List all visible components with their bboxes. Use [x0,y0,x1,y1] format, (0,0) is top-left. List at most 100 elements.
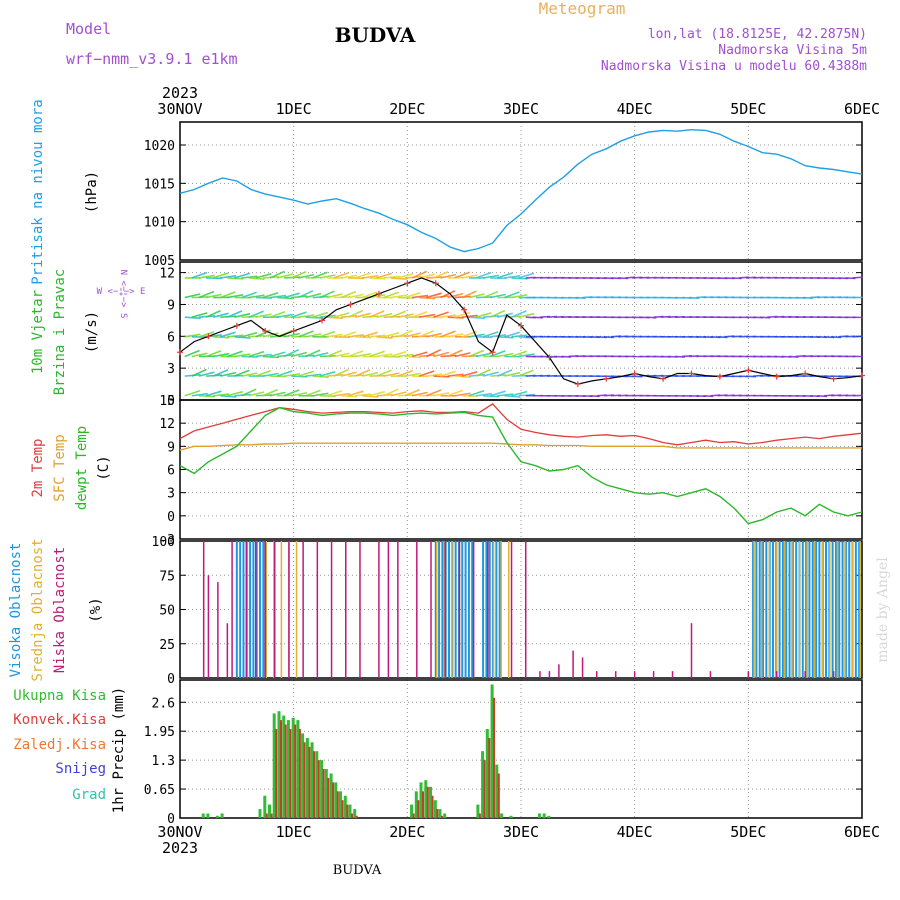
wind-barb [283,389,300,397]
wind-barb [489,350,506,358]
wind-barb [198,331,215,338]
wind-barb [411,294,429,299]
pressure-panel: 1005 1010 1015 1020 [144,121,863,269]
wind-gust-marker [830,375,837,382]
precip-conv-bar [431,795,434,818]
wind-barb [191,312,208,318]
temp-unit: (C) [96,455,112,480]
wind-barb [198,290,215,299]
wind-barb [305,333,322,338]
wind-barb [440,314,457,318]
wind-unit: (m/s) [84,311,100,353]
wind-barb [518,272,535,279]
watermark: made by Angel [875,557,891,663]
wind-gust-marker [319,317,326,324]
pressure-labels: Pritisak na nivou mora (hPa) [30,99,100,284]
wind-barb [205,390,222,397]
precip-labels: Ukupna Kisa Konvek.Kisa Zaledj.Kisa Snij… [13,687,127,813]
wind-barb [305,292,322,299]
temp-ytick-label: 12 [159,417,175,432]
wind-barb [490,334,507,338]
precip-conv-bar [294,724,297,818]
wind-barb [482,274,500,279]
x-tick-bottom-4dec: 4DEC [617,823,653,841]
precip-label-snow: Snijeg [55,761,106,777]
precip-unit: 1hr Precip (mm) [111,687,127,813]
pressure-ytick-label: 1010 [144,216,175,231]
wind-barb [269,310,286,318]
wind-barb [511,334,528,338]
wind-barb [383,291,400,299]
precip-conv-bar [412,813,415,818]
precip-panel: 0 0.65 1.3 1.95 2.6 [144,679,863,827]
temp-ytick-label: 0 [167,510,175,525]
wind-barb [191,352,208,358]
pressure-ytick-label: 1020 [144,139,175,154]
x-tick-bottom-2dec: 2DEC [389,823,425,841]
wind-barb [262,388,279,397]
wind-barb [504,394,521,398]
wind-barb [369,390,386,397]
year-bottom: 2023 [162,839,198,857]
wind-barb [418,329,435,338]
cloud-ytick-label: 100 [152,535,175,550]
wind-barb [319,371,336,377]
wind-compass-ns: N <−¦−> S [118,270,128,319]
precip-conv-bar [346,804,349,818]
cloud-labels: Visoka Oblacnost Srednja Oblacnost Niska… [8,538,104,681]
wind-barb [354,272,371,279]
wind-barb [205,293,222,299]
precip-total-bar [310,742,314,818]
wind-barb [333,271,350,279]
cloud-ytick-label: 75 [159,569,175,584]
wind-gust-marker [347,301,354,308]
wind-barb [518,312,535,318]
precip-total-bar [334,782,338,818]
wind-gust-marker [375,290,382,297]
wind-barb [383,372,400,377]
wind-barb [255,369,272,377]
wind-barb [397,353,414,358]
wind-gust-marker [603,375,610,382]
wind-barb [262,372,279,377]
wind-barb [433,392,450,397]
wind-barb [397,313,414,318]
wind-ytick-label: 12 [159,267,175,282]
wind-barb [227,350,243,358]
precip-total-bar [424,780,428,818]
wind-barb [241,275,258,279]
precip-conv-bar [327,777,330,818]
precip-total-bar [443,813,447,818]
wind-barb [411,310,428,318]
wind-barb [489,309,506,318]
wind-barb [234,353,251,358]
wind-barb [319,290,335,299]
lonlat-label: lon,lat (18.8125E, 42.2875N) [648,27,867,42]
wind-barb [425,348,442,358]
precip-total-bar [429,786,432,818]
model-elevation-label: Nadmorska Visina u modelu 60.4388m [601,59,867,74]
wind-barb [305,373,322,377]
wind-barb [376,272,393,279]
precip-label-total: Ukupna Kisa [13,688,106,704]
wind-barb [433,271,449,279]
precip-conv-bar [336,791,339,818]
wind-barb [468,333,485,338]
precip-total-bar [419,782,423,818]
wind-gust-marker [233,322,240,329]
precip-ytick-label: 2.6 [152,696,175,711]
pressure-ytick-label: 1005 [144,254,175,269]
wind-barb [305,349,321,358]
precip-total-bar [305,737,309,818]
wind-barb [241,388,257,397]
wind-barb [411,270,428,279]
wind-barb [369,334,386,338]
wind-barb [390,310,406,318]
x-tick-top-30nov: 30NOV [157,100,202,118]
precip-label-conv: Konvek.Kisa [13,712,106,728]
wind-barb [390,391,407,397]
wind-gust-marker [660,375,667,382]
wind-barb [284,373,301,377]
wind-barb [340,274,357,279]
precip-total-bar [348,804,352,818]
